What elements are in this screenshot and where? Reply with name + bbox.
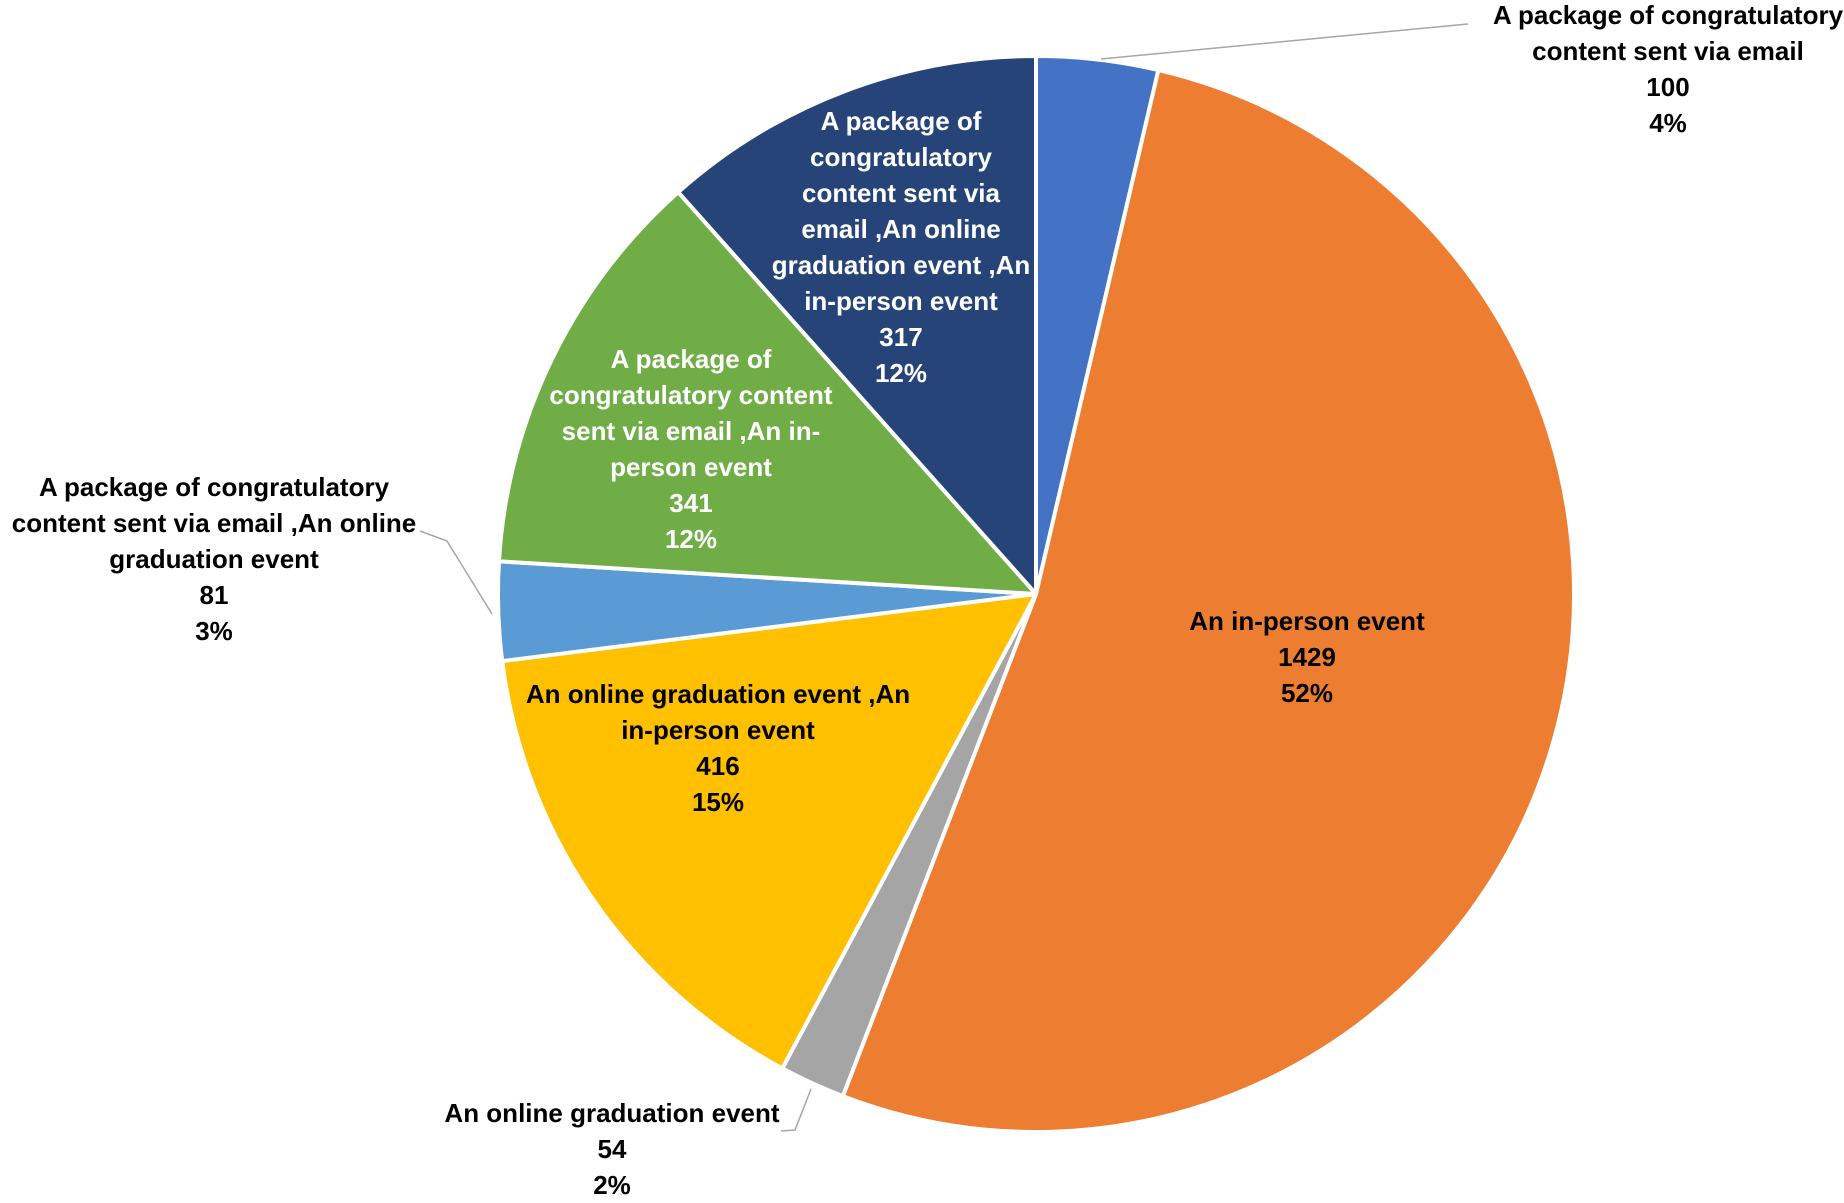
data-label-a-package-of-congratulatory-content-sent-via-email-an-online: A package of congratulatory content sent v…	[772, 106, 1031, 388]
data-label-value: 341	[669, 488, 712, 518]
data-label-value: 1429	[1278, 642, 1336, 672]
data-label-category-line: congratulatory	[810, 142, 993, 172]
data-label-category-line: content sent via email ,An online	[12, 508, 417, 538]
data-label-category-line: content sent via email	[1532, 36, 1804, 66]
data-label-percent: 15%	[692, 787, 744, 817]
data-label-percent: 52%	[1281, 678, 1333, 708]
data-label-a-package-of-congratulatory-content-sent-via-email: A package of congratulatory content sent …	[1493, 0, 1844, 138]
data-label-category-line: in-person event	[804, 286, 998, 316]
data-label-category-line: A package of	[611, 344, 772, 374]
pie-slice-an-online-graduation-event-an-in-person-event	[500, 592, 1038, 1071]
data-label-category-line: An online graduation event	[444, 1098, 779, 1128]
data-label-category-line: A package of congratulatory	[39, 472, 390, 502]
data-label-category-line: content sent via	[802, 178, 1000, 208]
data-label-category-line: A package of	[821, 106, 982, 136]
data-label-percent: 2%	[593, 1170, 631, 1200]
data-label-percent: 3%	[195, 616, 233, 646]
data-label-category-line: An online graduation event ,An	[526, 679, 910, 709]
leader-line-a-package-of-congratulatory-content-sent-via-email	[1100, 23, 1469, 60]
data-label-category-line: graduation event	[109, 544, 319, 574]
pie-slice-a-package-of-congratulatory-content-sent-via-email-an-in-per	[496, 190, 1038, 596]
data-label-category-line: in-person event	[621, 715, 815, 745]
data-label-value: 54	[598, 1134, 627, 1164]
data-label-a-package-of-congratulatory-content-sent-via-email-an-in-per: A package of congratulatory content sent v…	[549, 344, 832, 554]
data-label-percent: 4%	[1649, 108, 1687, 138]
data-label-category-line: An in-person event	[1189, 606, 1425, 636]
data-label-a-package-of-congratulatory-content-sent-via-email-an-online: A package of congratulatory content sent …	[12, 472, 417, 646]
data-label-category-line: sent via email ,An in-	[562, 416, 821, 446]
leader-line-a-package-of-congratulatory-content-sent-via-email-an-online	[419, 530, 493, 615]
pie-slice-a-package-of-congratulatory-content-sent-via-email-an-online	[676, 54, 1038, 596]
data-label-value: 100	[1646, 72, 1689, 102]
data-label-category-line: graduation event ,An	[772, 250, 1031, 280]
data-label-category-line: A package of congratulatory	[1493, 0, 1844, 30]
slices-layer	[495, 54, 1576, 1134]
data-label-category-line: person event	[610, 452, 772, 482]
data-label-an-online-graduation-event-an-in-person-event: An online graduation event ,An in-person …	[526, 679, 910, 817]
pie-slice-an-in-person-event	[840, 68, 1576, 1134]
leader-lines-layer	[419, 23, 1469, 1132]
data-label-value: 81	[200, 580, 229, 610]
data-label-category-line: email ,An online	[801, 214, 1000, 244]
data-label-an-in-person-event: An in-person event 1429 52%	[1189, 606, 1425, 708]
leader-line-an-online-graduation-event	[780, 1088, 812, 1132]
data-label-an-online-graduation-event: An online graduation event 54 2%	[444, 1098, 779, 1200]
data-label-percent: 12%	[875, 358, 927, 388]
data-label-category-line: congratulatory content	[549, 380, 832, 410]
data-labels-layer: A package of congratulatory content sent …	[12, 0, 1844, 1200]
data-label-value: 317	[879, 322, 922, 352]
data-label-percent: 12%	[665, 524, 717, 554]
data-label-value: 416	[696, 751, 739, 781]
